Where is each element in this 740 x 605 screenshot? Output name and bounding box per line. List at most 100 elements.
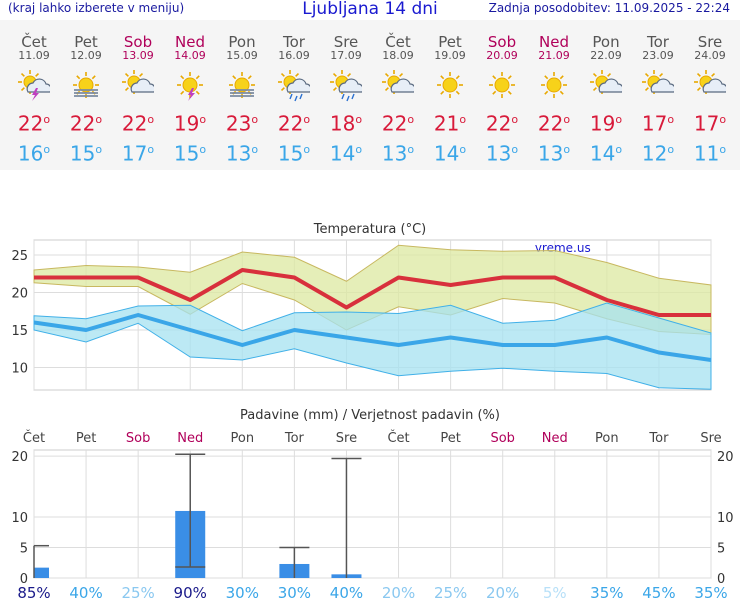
rain-tick-label: 0 bbox=[20, 572, 28, 587]
min-range-band bbox=[33, 302, 712, 390]
forecast-day: Čet 18.09 22o 13o bbox=[372, 20, 424, 165]
rain-day-label: Čet bbox=[23, 430, 45, 446]
max-temp: 22o bbox=[17, 111, 51, 136]
rain-probability: 45% bbox=[642, 584, 675, 602]
rain-day-label: Sob bbox=[490, 431, 514, 446]
rain-day-label: Sre bbox=[336, 431, 357, 446]
top-bar: (kraj lahko izberete v meniju) Ljubljana… bbox=[0, 0, 740, 20]
forecast-day: Sob 13.09 22o 17o bbox=[112, 20, 164, 165]
day-name: Ned bbox=[539, 33, 569, 51]
day-date: 17.09 bbox=[330, 49, 362, 62]
day-name: Čet bbox=[385, 33, 411, 51]
forecast-day: Pet 12.09 22o 15o bbox=[60, 20, 112, 165]
rain-probability: 30% bbox=[226, 584, 259, 602]
max-temp: 17o bbox=[641, 111, 675, 136]
day-name: Pon bbox=[592, 33, 620, 51]
sun-cloud-icon bbox=[694, 70, 726, 94]
max-temp: 22o bbox=[121, 111, 155, 136]
rain-probability: 85% bbox=[17, 584, 50, 602]
max-temp: 22o bbox=[69, 111, 103, 136]
forecast-day: Sre 24.09 17o 11o bbox=[684, 20, 736, 165]
max-temp: 19o bbox=[173, 111, 207, 136]
forecast-day: Sre 17.09 18o 14o bbox=[320, 20, 372, 165]
sun-fog-icon bbox=[229, 72, 255, 98]
rain-probability: 90% bbox=[174, 584, 207, 602]
temp-chart-title: Temperatura (°C) bbox=[313, 222, 426, 237]
forecast-day: Sob 20.09 22o 13o bbox=[476, 20, 528, 165]
day-date: 19.09 bbox=[434, 49, 466, 62]
rain-probability: 40% bbox=[330, 584, 363, 602]
rain-day-label: Sob bbox=[126, 431, 150, 446]
rain-day-label: Ned bbox=[177, 431, 203, 446]
rain-probability: 35% bbox=[694, 584, 727, 602]
rain-chart-title: Padavine (mm) / Verjetnost padavin (%) bbox=[240, 408, 500, 423]
day-name: Pet bbox=[438, 33, 462, 51]
min-temp: 13o bbox=[537, 141, 571, 166]
day-name: Ned bbox=[175, 33, 205, 51]
sun-cloud-rain-icon bbox=[330, 70, 362, 102]
day-date: 20.09 bbox=[486, 49, 518, 62]
day-name: Sob bbox=[487, 33, 517, 51]
sun-icon bbox=[437, 72, 463, 98]
max-temp-line bbox=[34, 268, 711, 317]
day-date: 15.09 bbox=[226, 49, 258, 62]
sun-cloud-rain-icon bbox=[278, 70, 310, 102]
max-temp: 22o bbox=[537, 111, 571, 136]
temp-tick-label: 15 bbox=[11, 324, 28, 339]
min-temp: 16o bbox=[17, 141, 51, 166]
sun-icon bbox=[541, 72, 567, 98]
day-name: Pon bbox=[228, 33, 256, 51]
rain-probability: 5% bbox=[543, 584, 567, 602]
sun-cloud-icon bbox=[590, 70, 622, 94]
sun-cloud-icon bbox=[122, 70, 154, 94]
day-date: 14.09 bbox=[174, 49, 206, 62]
precipitation-chart: Padavine (mm) / Verjetnost padavin (%) Če… bbox=[11, 408, 734, 602]
rain-tick-label: 20 bbox=[11, 450, 28, 465]
rain-probability: 25% bbox=[121, 584, 154, 602]
min-temp: 15o bbox=[277, 141, 311, 166]
min-temp: 15o bbox=[173, 141, 207, 166]
sun-cloud-icon bbox=[642, 70, 674, 94]
forecast-day: Pon 22.09 19o 14o bbox=[580, 20, 632, 165]
rain-tick-label-right: 5 bbox=[717, 542, 725, 557]
rain-tick-label-right: 0 bbox=[717, 572, 725, 587]
day-name: Tor bbox=[647, 33, 669, 51]
day-date: 23.09 bbox=[642, 49, 674, 62]
rain-bar bbox=[34, 567, 49, 578]
max-temp: 19o bbox=[589, 111, 623, 136]
day-name: Tor bbox=[283, 33, 305, 51]
rain-plot-frame bbox=[33, 449, 712, 579]
rain-day-label: Pon bbox=[231, 431, 255, 446]
day-date: 18.09 bbox=[382, 49, 414, 62]
forecast-day: Tor 23.09 17o 12o bbox=[632, 20, 684, 165]
day-date: 12.09 bbox=[70, 49, 102, 62]
forecast-day: Čet 11.09 22o 16o bbox=[8, 20, 60, 165]
day-date: 16.09 bbox=[278, 49, 310, 62]
rain-probability: 40% bbox=[69, 584, 102, 602]
max-temp: 22o bbox=[277, 111, 311, 136]
page-title: Ljubljana 14 dni bbox=[302, 0, 438, 19]
day-date: 22.09 bbox=[590, 49, 622, 62]
day-date: 11.09 bbox=[18, 49, 50, 62]
forecast-strip: Čet 11.09 22o 16o Pet 12.09 22o 15o Sob 13.09 22o 1… bbox=[0, 20, 740, 170]
min-temp: 17o bbox=[121, 141, 155, 166]
rain-tick-label-right: 10 bbox=[717, 511, 734, 526]
temp-tick-label: 10 bbox=[11, 362, 28, 377]
forecast-day: Pon 15.09 23o 13o bbox=[216, 20, 268, 165]
max-temp: 22o bbox=[381, 111, 415, 136]
max-temp: 23o bbox=[225, 111, 259, 136]
forecast-day: Tor 16.09 22o 15o bbox=[268, 20, 320, 165]
rain-tick-label: 10 bbox=[11, 511, 28, 526]
rain-day-label: Pet bbox=[76, 431, 96, 446]
temp-tick-label: 20 bbox=[11, 287, 28, 302]
day-name: Čet bbox=[21, 33, 47, 51]
rain-day-label: Tor bbox=[648, 431, 669, 446]
day-date: 24.09 bbox=[694, 49, 726, 62]
temp-tick-label: 25 bbox=[11, 249, 28, 264]
rain-tick-label-right: 20 bbox=[717, 450, 734, 465]
min-temp: 14o bbox=[329, 141, 363, 166]
max-temp: 21o bbox=[433, 111, 467, 136]
forecast-day: Ned 21.09 22o 13o bbox=[528, 20, 580, 165]
min-temp-line bbox=[33, 313, 712, 362]
min-temp: 13o bbox=[485, 141, 519, 166]
